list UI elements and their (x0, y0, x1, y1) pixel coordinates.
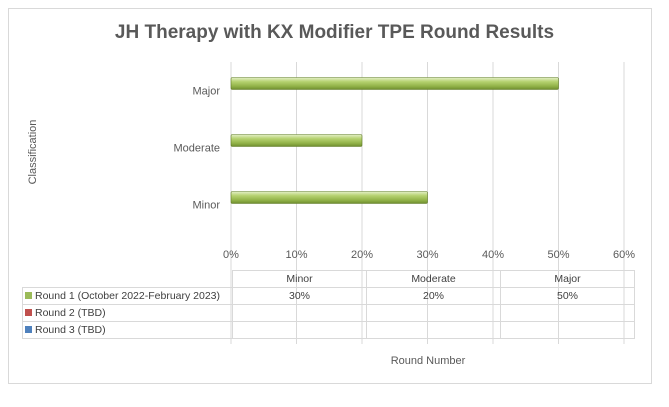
x-tick-label: 20% (351, 249, 373, 261)
data-table-cell (500, 304, 635, 322)
bar-moderate (230, 134, 363, 147)
data-table-header-minor: Minor (232, 270, 367, 288)
data-table-corner (22, 270, 233, 288)
data-table-series-label: Round 2 (TBD) (22, 304, 233, 322)
x-tick-label: 30% (416, 249, 438, 261)
legend-key-round-2 (25, 309, 32, 316)
data-table-header-moderate: Moderate (366, 270, 501, 288)
series-name-round-2: Round 2 (TBD) (35, 307, 106, 319)
chart-title: JH Therapy with KX Modifier TPE Round Re… (114, 22, 555, 43)
data-table-row-round-2: Round 2 (TBD) (22, 304, 635, 322)
series-name-round-3: Round 3 (TBD) (35, 324, 106, 336)
data-table-row-round-3: Round 3 (TBD) (22, 321, 635, 339)
data-table-cell (232, 304, 367, 322)
x-tick-label: 50% (547, 249, 569, 261)
bar-major (230, 77, 559, 90)
x-axis-title: Round Number (390, 355, 466, 367)
data-table-cell: 30% (232, 287, 367, 305)
y-tick-label-moderate: Moderate (174, 143, 220, 155)
data-table-header-row: Minor Moderate Major (22, 270, 635, 288)
y-tick-label-major: Major (192, 86, 220, 98)
data-table-cell (500, 321, 635, 339)
data-table-series-label: Round 1 (October 2022-February 2023) (22, 287, 233, 305)
x-tick-label: 10% (285, 249, 307, 261)
data-table-cell (232, 321, 367, 339)
legend-key-round-3 (25, 326, 32, 333)
data-table-cell (366, 304, 501, 322)
data-table-header-major: Major (500, 270, 635, 288)
data-table-cell: 20% (366, 287, 501, 305)
series-name-round-1: Round 1 (October 2022-February 2023) (35, 290, 221, 302)
data-table-cell: 50% (500, 287, 635, 305)
x-tick-label: 40% (482, 249, 504, 261)
y-tick-label-minor: Minor (192, 200, 220, 212)
data-table-series-label: Round 3 (TBD) (22, 321, 233, 339)
bar-minor (230, 191, 428, 204)
x-tick-label: 0% (223, 249, 239, 261)
data-table: Minor Moderate Major Round 1 (October 20… (22, 270, 635, 339)
data-table-cell (366, 321, 501, 339)
legend-key-round-1 (25, 292, 32, 299)
x-tick-label: 60% (613, 249, 635, 261)
data-table-row-round-1: Round 1 (October 2022-February 2023) 30%… (22, 287, 635, 305)
